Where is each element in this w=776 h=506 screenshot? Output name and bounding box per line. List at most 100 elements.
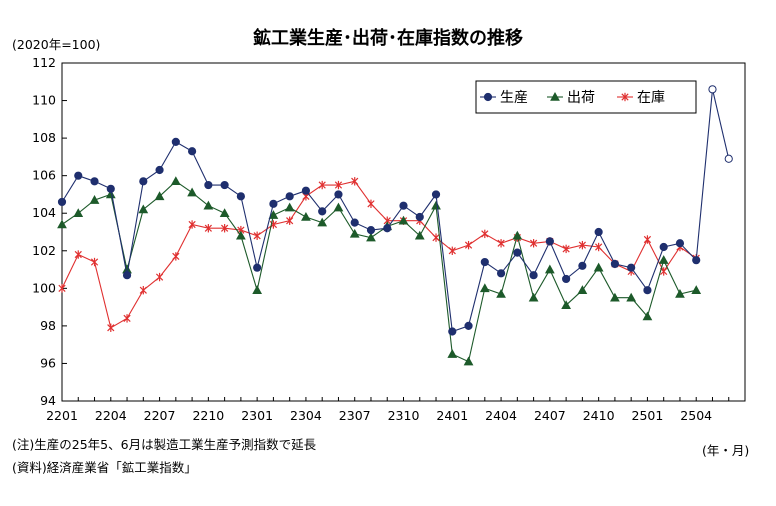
x-tick-label: 2301 [241, 408, 273, 423]
data-point [123, 314, 131, 323]
data-point [432, 233, 440, 242]
series-line [61, 180, 697, 329]
legend-marker [621, 92, 629, 102]
x-tick-label: 2307 [339, 408, 371, 423]
data-point [138, 204, 149, 214]
data-point [431, 200, 441, 210]
data-point [626, 292, 637, 302]
data-point [480, 257, 489, 267]
data-point [562, 274, 571, 284]
data-point [544, 264, 555, 274]
data-point [366, 226, 376, 235]
chart-title: 鉱工業生産･出荷･在庫指数の推移 [253, 27, 523, 49]
y-tick-label: 110 [32, 93, 56, 108]
data-point [675, 239, 685, 248]
data-point [301, 186, 311, 195]
data-point [284, 202, 295, 212]
data-point [334, 190, 343, 199]
data-point [317, 217, 328, 227]
data-point [318, 207, 327, 216]
data-point [301, 211, 311, 221]
note-2: (資料)経済産業省「鉱工業指数」 [12, 460, 197, 475]
data-point [383, 224, 392, 233]
data-point [253, 263, 262, 272]
data-point [204, 224, 212, 233]
x-tick-label: 2210 [192, 408, 224, 423]
x-tick-label: 2310 [388, 408, 420, 423]
data-point [496, 269, 506, 278]
data-point [74, 171, 83, 180]
y-tick-label: 112 [32, 55, 56, 70]
data-point [431, 190, 441, 199]
legend-marker [483, 92, 493, 102]
x-tick-label: 2407 [534, 408, 566, 423]
x-tick-label: 2404 [485, 408, 517, 423]
data-point [642, 311, 653, 321]
series-1 [57, 176, 702, 366]
y-tick-label: 98 [40, 318, 56, 333]
data-point [74, 250, 82, 259]
data-point [561, 300, 571, 309]
data-point [464, 240, 473, 250]
data-point [724, 154, 733, 163]
data-point [528, 292, 539, 302]
data-point [415, 212, 424, 222]
data-point [90, 257, 99, 267]
plot-area [61, 62, 746, 402]
data-point [414, 230, 425, 240]
data-point [610, 259, 620, 269]
data-point [578, 240, 587, 250]
data-point [155, 165, 164, 175]
data-point [643, 286, 652, 295]
data-point [497, 239, 505, 248]
data-point [106, 184, 115, 193]
data-point [318, 180, 326, 190]
data-point [73, 208, 84, 217]
data-point [187, 187, 197, 197]
data-point [350, 218, 359, 227]
data-point [481, 229, 489, 239]
data-point [708, 85, 717, 94]
x-tick-label: 2304 [290, 408, 322, 423]
data-point [513, 248, 522, 257]
data-point [89, 195, 100, 204]
data-point [464, 321, 473, 330]
data-point [367, 199, 375, 209]
data-point [203, 200, 214, 210]
data-point [512, 230, 523, 240]
x-tick-label: 2504 [680, 408, 712, 423]
legend-label: 在庫 [637, 89, 665, 106]
data-point [675, 288, 685, 298]
x-tick-label: 2401 [436, 408, 468, 423]
data-point [562, 244, 570, 254]
y-tick-label: 106 [32, 168, 56, 183]
data-point [154, 191, 165, 201]
data-point [479, 283, 490, 293]
data-point [219, 208, 230, 217]
data-point [577, 285, 588, 294]
y-tick-label: 104 [32, 205, 56, 220]
data-point [57, 197, 67, 207]
legend: 生産 出荷 在庫 [475, 80, 697, 114]
data-point [253, 231, 261, 240]
legend-box [475, 80, 697, 114]
data-point [139, 177, 148, 186]
y-tick-label: 102 [32, 243, 56, 258]
data-point [236, 230, 246, 240]
data-point [187, 147, 197, 156]
legend-label: 出荷 [567, 90, 595, 106]
y-tick-label: 108 [32, 130, 56, 145]
note-1: (注)生産の25年5、6月は製造工業生産予測指数で延長 [12, 437, 317, 452]
data-point [610, 292, 620, 302]
data-point [349, 228, 360, 238]
x-tick-label: 2201 [46, 408, 78, 423]
data-point [236, 192, 245, 201]
data-point [643, 235, 652, 244]
data-point [578, 261, 587, 270]
x-axis-label: (年・月) [702, 443, 749, 458]
data-point [448, 327, 457, 336]
legend-item-2: 在庫 [617, 89, 665, 106]
data-point [658, 255, 669, 264]
data-point [334, 180, 343, 190]
